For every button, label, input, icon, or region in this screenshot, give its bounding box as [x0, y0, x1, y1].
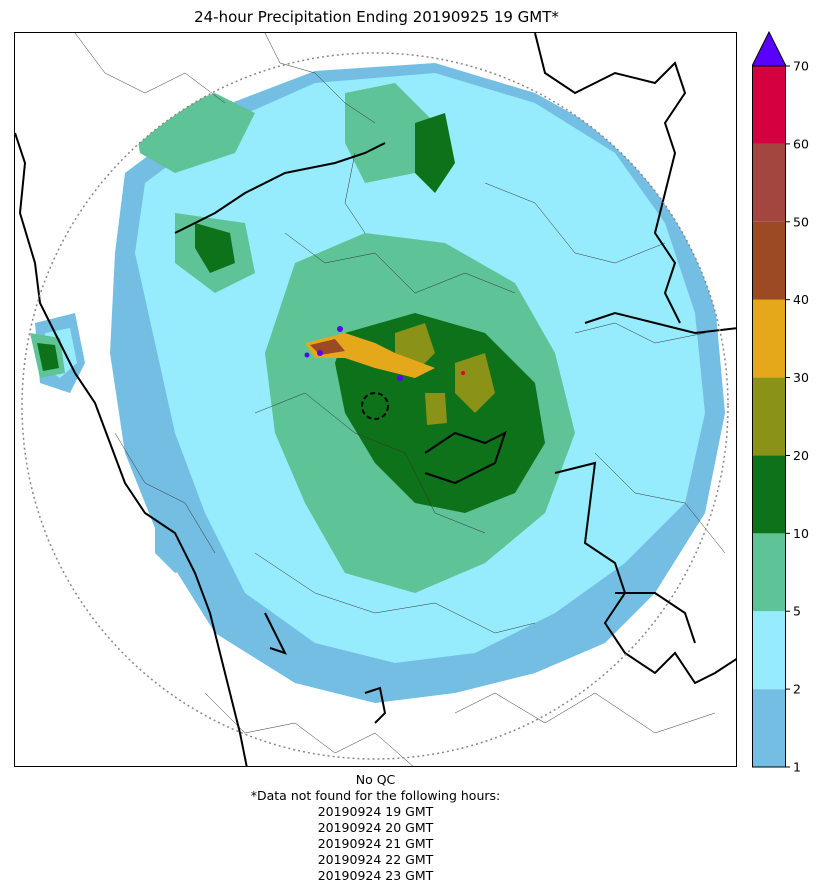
colorbar-tick-label: 50	[793, 214, 809, 229]
colorbar-segment	[752, 533, 786, 612]
colorbar-tick-label: 30	[793, 370, 809, 385]
colorbar-segment	[752, 66, 786, 144]
precip-band-10-20-nw	[195, 223, 235, 273]
radar-range-ring	[21, 52, 729, 760]
map-title: 24-hour Precipitation Ending 20190925 19…	[194, 8, 559, 26]
colorbar-tick-label: 1	[793, 760, 801, 775]
radar-map	[14, 32, 737, 767]
radar-site-marker	[361, 392, 389, 420]
colorbar-extend-arrow	[751, 30, 787, 67]
missing-hour: 20190924 22 GMT	[317, 852, 434, 867]
colorbar-tick-label: 20	[793, 448, 809, 463]
missing-hour: 20190924 19 GMT	[317, 804, 434, 819]
colorbar-segment	[752, 221, 786, 300]
precip-extreme-point	[337, 326, 343, 332]
national-boundaries	[15, 33, 736, 766]
colorbar-tick-label: 5	[793, 604, 801, 619]
missing-hour: 20190924 20 GMT	[317, 820, 434, 835]
precip-band-5-10-north	[345, 83, 435, 183]
precip-extreme-point	[304, 352, 310, 358]
colorbar-segment	[752, 143, 786, 222]
colorbar-outline	[752, 65, 786, 768]
colorbar-segment	[752, 689, 786, 767]
precip-extreme-point	[397, 375, 403, 381]
missing-data-header: *Data not found for the following hours:	[250, 788, 501, 803]
precipitation-field	[30, 63, 725, 703]
colorbar-segment	[752, 611, 786, 690]
missing-hour: 20190924 21 GMT	[317, 836, 434, 851]
colorbar-tick-label: 60	[793, 136, 809, 151]
precip-band-10-20-west	[37, 343, 59, 371]
missing-hour: 20190924 23 GMT	[317, 868, 434, 883]
colorbar-tick-label: 2	[793, 682, 801, 697]
precip-extreme-point	[461, 371, 465, 375]
footer-notes: No QC *Data not found for the following …	[14, 772, 737, 884]
colorbar-tick-label: 70	[793, 59, 809, 74]
colorbar-segment	[752, 299, 786, 378]
colorbar-segment	[752, 377, 786, 456]
precip-band-10-20-north	[415, 113, 455, 193]
colorbar-svg: 1 2 5 10 20 30 40 50 60 70	[751, 30, 809, 775]
precip-band-1-2-south	[155, 523, 205, 573]
radar-map-svg	[15, 33, 736, 766]
colorbar-segment	[752, 455, 786, 534]
colorbar-tick-label: 10	[793, 526, 809, 541]
colorbar-tick-label: 40	[793, 292, 809, 307]
qc-label: No QC	[355, 772, 396, 787]
precip-band-20-30-c	[425, 393, 447, 425]
colorbar: 1 2 5 10 20 30 40 50 60 70	[751, 30, 822, 775]
precip-band-20-30-b	[455, 353, 495, 413]
precip-extreme-point	[317, 350, 323, 356]
